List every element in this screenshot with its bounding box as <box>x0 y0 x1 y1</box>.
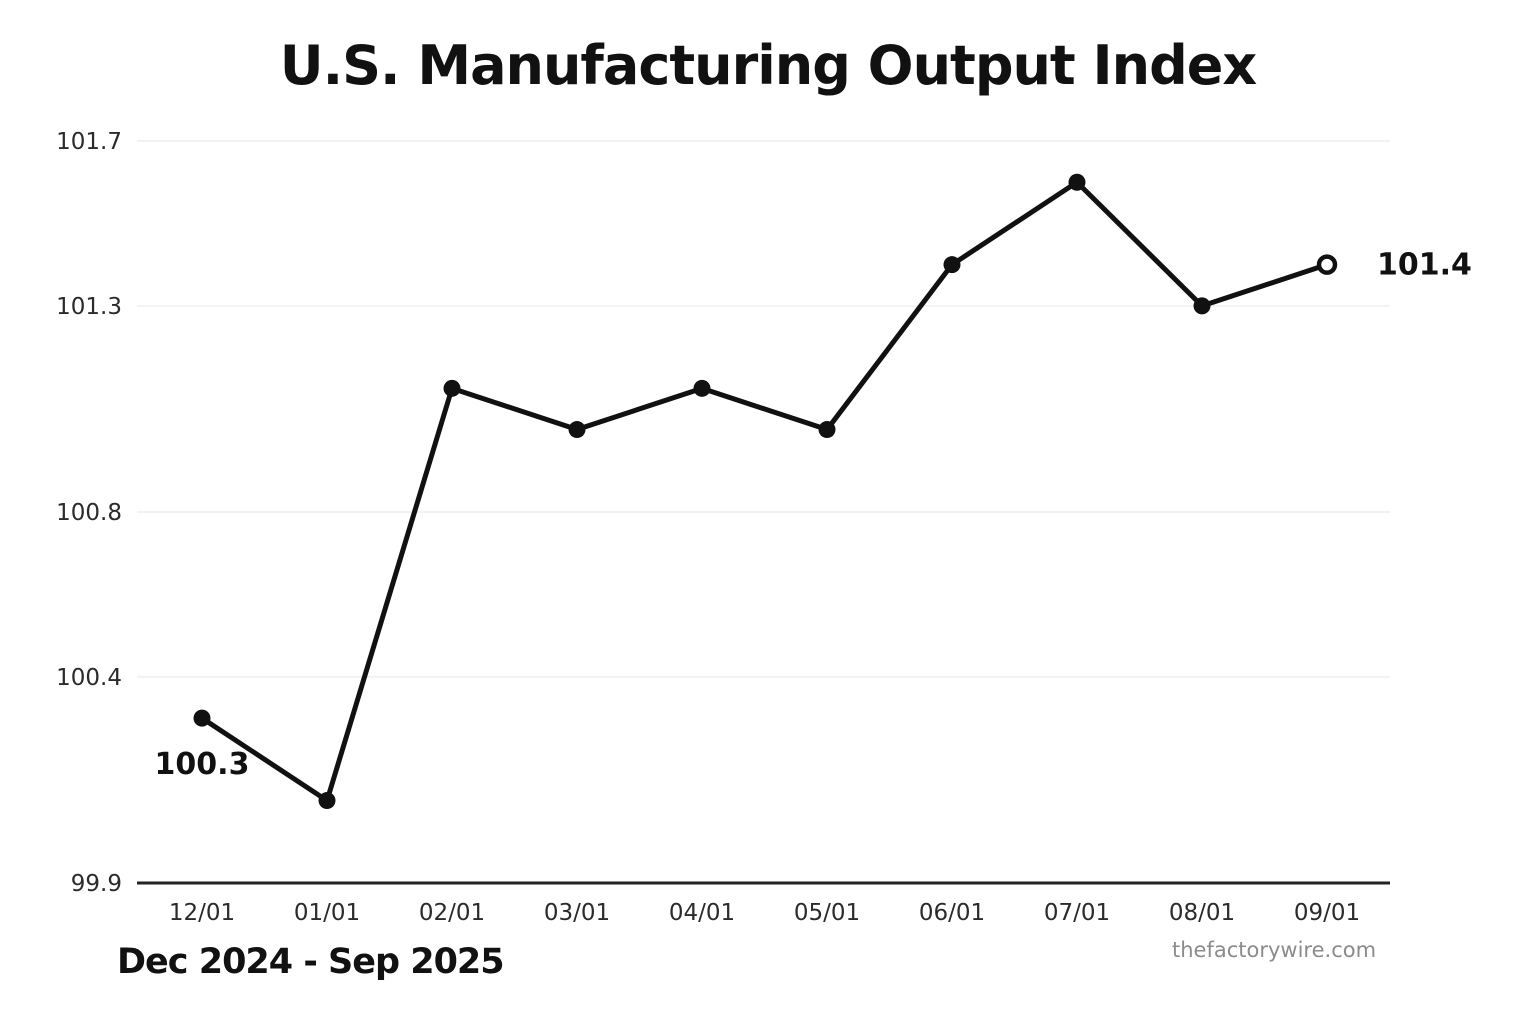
data-point-marker <box>818 421 836 439</box>
y-tick-label: 100.8 <box>56 500 122 526</box>
x-tick-label: 09/01 <box>1294 900 1360 926</box>
data-point-marker <box>568 421 586 439</box>
source-watermark: thefactorywire.com <box>1172 938 1377 962</box>
data-point-marker-open <box>1316 254 1338 275</box>
x-tick-label: 06/01 <box>919 900 985 926</box>
data-point-marker <box>1068 173 1086 191</box>
y-tick-label: 101.3 <box>56 294 122 320</box>
x-tick-label: 02/01 <box>419 900 485 926</box>
data-point-marker <box>943 256 961 274</box>
date-range-subtitle: Dec 2024 - Sep 2025 <box>117 942 505 982</box>
y-tick-label: 101.7 <box>56 129 122 155</box>
point-value-label: 100.3 <box>155 747 250 782</box>
data-point-marker <box>318 792 336 810</box>
x-tick-label: 01/01 <box>294 900 360 926</box>
data-point-marker <box>1193 297 1211 315</box>
x-tick-label: 12/01 <box>169 900 235 926</box>
x-tick-label: 03/01 <box>544 900 610 926</box>
data-point-marker <box>693 379 711 397</box>
y-tick-label: 100.4 <box>56 665 122 691</box>
y-tick-label: 99.9 <box>71 871 122 897</box>
data-point-marker <box>193 709 211 727</box>
point-value-label: 101.4 <box>1377 248 1472 283</box>
chart-title: U.S. Manufacturing Output Index <box>279 34 1257 97</box>
x-tick-label: 04/01 <box>669 900 735 926</box>
series-line <box>199 179 1330 804</box>
x-tick-label: 07/01 <box>1044 900 1110 926</box>
x-tick-label: 05/01 <box>794 900 860 926</box>
x-tick-label: 08/01 <box>1169 900 1235 926</box>
data-point-marker <box>443 379 461 397</box>
